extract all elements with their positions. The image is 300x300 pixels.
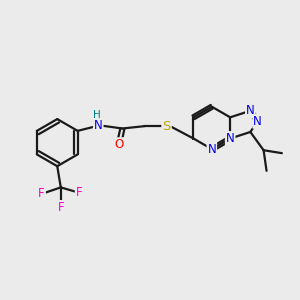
Text: S: S (162, 120, 171, 133)
Text: N: N (94, 119, 103, 132)
Text: F: F (38, 188, 45, 200)
Text: N: N (253, 115, 262, 128)
Text: F: F (58, 201, 64, 214)
Text: O: O (114, 138, 124, 151)
Text: N: N (208, 142, 216, 156)
Text: N: N (246, 104, 255, 117)
Text: H: H (93, 110, 101, 120)
Text: N: N (226, 132, 235, 145)
Text: F: F (76, 186, 82, 199)
